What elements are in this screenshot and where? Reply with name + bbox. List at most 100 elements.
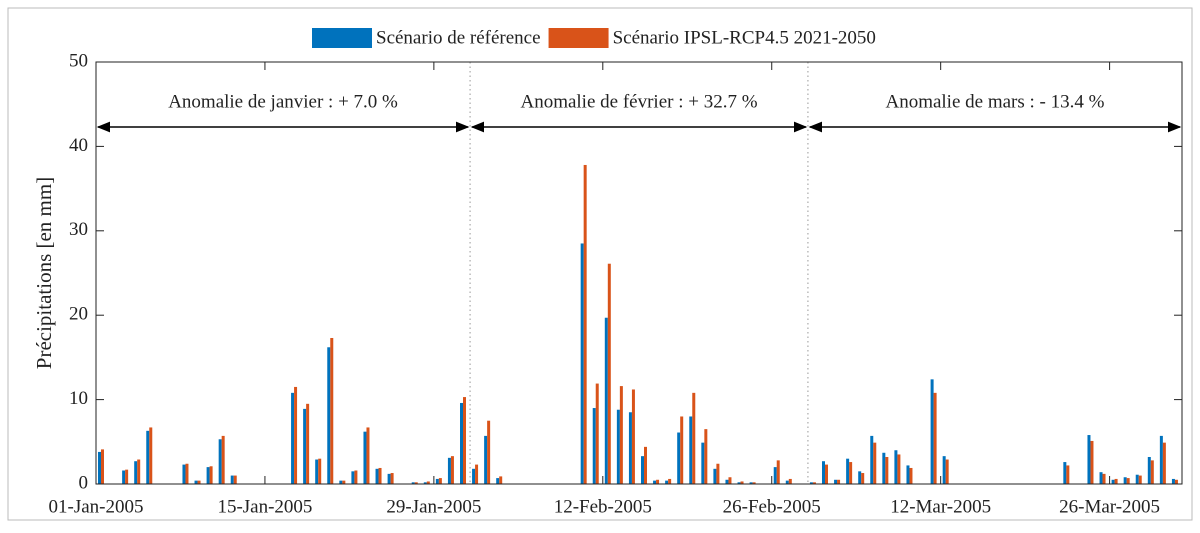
bar: [447, 457, 451, 484]
bar: [1099, 472, 1103, 484]
bar: [206, 467, 210, 484]
bar: [616, 409, 620, 484]
bar: [1111, 479, 1115, 484]
bar: [487, 420, 491, 484]
bar: [1135, 474, 1139, 484]
bar: [909, 467, 913, 484]
bar: [677, 432, 681, 484]
bar: [788, 478, 792, 484]
legend-label: Scénario IPSL-RCP4.5 2021-2050: [613, 27, 876, 48]
bar: [704, 429, 708, 484]
bar: [1162, 442, 1166, 484]
bar: [1102, 473, 1106, 484]
bar: [849, 462, 853, 484]
bar: [619, 386, 623, 484]
bar: [303, 408, 307, 484]
bar: [354, 470, 358, 484]
bar: [1126, 478, 1130, 484]
bar: [656, 479, 660, 484]
bar: [351, 471, 355, 484]
bar: [773, 467, 777, 484]
bar: [475, 464, 479, 484]
x-tick-label: 29-Jan-2005: [386, 496, 481, 517]
bar: [185, 463, 189, 484]
annotation-text: Anomalie de janvier : + 7.0 %: [168, 91, 398, 112]
annotation-text: Anomalie de mars : - 13.4 %: [885, 91, 1104, 112]
bar: [233, 475, 237, 484]
plot-area: [96, 62, 1182, 484]
bar: [837, 479, 841, 484]
bar: [812, 482, 816, 484]
bar: [472, 468, 476, 484]
bar: [363, 431, 367, 484]
y-tick-label: 40: [69, 135, 88, 156]
y-tick-label: 20: [69, 304, 88, 325]
bar: [426, 481, 430, 484]
bar: [945, 459, 949, 484]
bar: [641, 456, 644, 484]
bar: [885, 456, 889, 484]
bar: [1159, 435, 1163, 484]
bar: [375, 468, 379, 484]
bar: [221, 435, 225, 484]
x-tick-label: 26-Feb-2005: [723, 496, 821, 517]
bar: [870, 435, 874, 484]
bar: [592, 408, 596, 484]
bar: [701, 442, 705, 484]
bar: [306, 403, 310, 484]
bar: [1150, 460, 1154, 484]
bar: [1063, 462, 1067, 484]
bar: [197, 480, 201, 484]
bar: [1147, 456, 1151, 484]
bar: [101, 449, 104, 484]
bar: [209, 466, 213, 484]
y-tick-label: 0: [79, 472, 89, 493]
y-tick-label: 30: [69, 219, 88, 240]
bar: [894, 450, 898, 484]
bar: [725, 479, 729, 484]
bar: [1138, 475, 1142, 484]
bar: [668, 478, 672, 484]
y-axis-label: Précipitations [en mm]: [32, 177, 56, 369]
bar: [834, 479, 838, 484]
bar: [776, 460, 780, 484]
annotation-text: Anomalie de février : + 32.7 %: [520, 91, 757, 112]
bar: [390, 473, 394, 484]
bar: [411, 482, 415, 484]
bar: [653, 480, 657, 484]
bar: [134, 461, 138, 484]
bar: [366, 427, 370, 484]
bar: [858, 471, 862, 484]
bar: [882, 452, 886, 484]
bar: [604, 317, 608, 484]
bar: [728, 477, 732, 484]
x-tick-label: 12-Mar-2005: [890, 496, 991, 517]
bar: [291, 392, 295, 484]
bar: [631, 389, 635, 484]
bar: [607, 263, 611, 484]
bar: [861, 473, 865, 484]
bar: [137, 459, 141, 484]
bar: [749, 482, 753, 484]
bar: [122, 470, 126, 484]
x-tick-label: 01-Jan-2005: [49, 496, 144, 517]
bar: [1123, 477, 1127, 484]
bar: [342, 480, 346, 484]
bar: [463, 397, 466, 484]
x-tick-label: 12-Feb-2005: [554, 496, 652, 517]
bar: [1174, 479, 1178, 484]
bar: [294, 386, 298, 484]
bar: [435, 478, 439, 484]
x-tick-label: 26-Mar-2005: [1059, 496, 1160, 517]
bar: [149, 427, 153, 484]
bar: [315, 459, 319, 484]
bar: [628, 412, 632, 484]
bar: [460, 402, 463, 484]
bar: [785, 480, 789, 484]
legend-swatch: [548, 28, 609, 48]
bar: [713, 468, 717, 484]
bar: [930, 379, 934, 484]
bar: [423, 482, 427, 484]
bar: [846, 458, 850, 484]
